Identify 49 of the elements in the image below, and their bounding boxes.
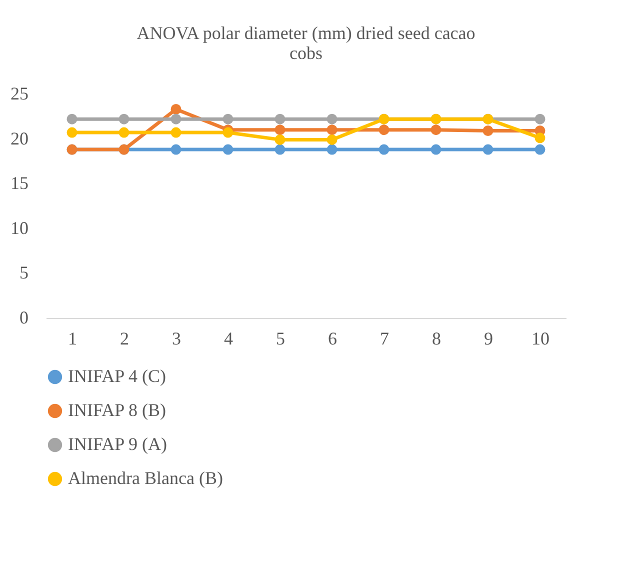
point — [222, 114, 234, 124]
x-tick-label: 4 — [224, 328, 233, 348]
x-tick-label: 7 — [380, 328, 389, 348]
x-tick-label: 2 — [120, 328, 129, 348]
point — [118, 127, 130, 138]
y-tick-label: 15 — [10, 173, 28, 194]
point — [430, 124, 442, 136]
point — [170, 104, 182, 114]
y-tick-label: 5 — [20, 262, 28, 283]
point — [222, 127, 234, 138]
legend-label: INIFAP 4 (C) — [68, 366, 166, 386]
legend-label: INIFAP 8 (B) — [68, 400, 166, 420]
point — [326, 114, 338, 124]
point — [482, 144, 494, 155]
chart-title: ANOVA polar diameter (mm) dried seed cacao cobs — [136, 23, 476, 63]
x-tick-label: 8 — [432, 328, 441, 348]
point — [326, 124, 338, 136]
point — [170, 114, 182, 124]
point — [66, 114, 78, 124]
point — [274, 124, 286, 136]
point — [66, 127, 78, 138]
x-tick-label: 9 — [484, 328, 493, 348]
point — [274, 114, 286, 124]
y-tick-label: 0 — [20, 308, 28, 328]
point — [222, 144, 234, 155]
x-tick-label: 6 — [328, 328, 337, 348]
legend-label: INIFAP 9 (A) — [68, 434, 167, 454]
point — [534, 114, 546, 124]
point — [378, 144, 390, 155]
point — [378, 124, 390, 136]
point — [274, 144, 286, 155]
point — [482, 126, 494, 136]
point — [326, 134, 338, 145]
point — [274, 134, 286, 145]
x-tick-label: 5 — [276, 328, 285, 348]
point — [534, 132, 546, 144]
point — [170, 144, 182, 155]
point — [118, 114, 130, 124]
legend-label: Almendra Blanca (B) — [68, 468, 223, 488]
point — [326, 144, 338, 155]
y-tick-label: 20 — [10, 128, 28, 148]
x-tick-label: 1 — [68, 328, 77, 348]
y-tick-label: 25 — [10, 84, 28, 104]
x-tick-label: 3 — [172, 328, 181, 348]
y-tick-label: 10 — [10, 218, 28, 238]
x-tick-label: 10 — [532, 328, 550, 348]
point — [534, 144, 546, 155]
point — [170, 127, 182, 138]
point — [430, 144, 442, 155]
